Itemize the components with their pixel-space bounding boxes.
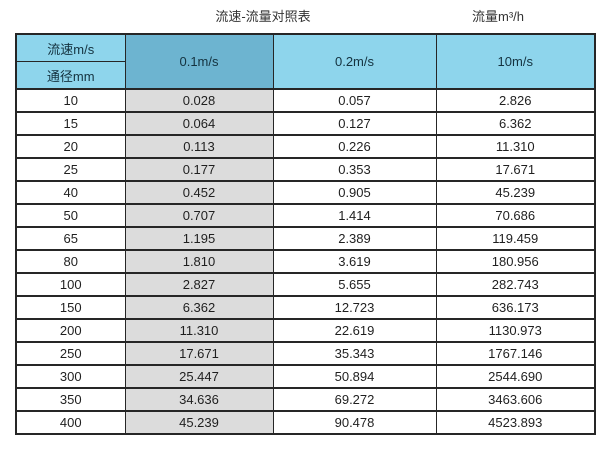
cell-flow-10ms: 70.686: [435, 203, 596, 228]
table-row: 200 11.310 22.619 1130.973: [15, 318, 596, 343]
cell-flow-0-2ms: 0.127: [272, 111, 437, 136]
table-row: 250 17.671 35.343 1767.146: [15, 341, 596, 366]
table-row: 400 45.239 90.478 4523.893: [15, 410, 596, 435]
cell-flow-0-2ms: 12.723: [272, 295, 437, 320]
table-title: 流速-流量对照表: [215, 9, 311, 24]
cell-flow-10ms: 2544.690: [435, 364, 596, 389]
cell-flow-0-2ms: 50.894: [272, 364, 437, 389]
column-header-10ms: 10m/s: [435, 33, 596, 90]
cell-diameter: 400: [15, 410, 126, 435]
cell-flow-0-1ms: 0.707: [124, 203, 274, 228]
cell-diameter: 150: [15, 295, 126, 320]
column-header-0-1ms: 0.1m/s: [124, 33, 274, 90]
cell-diameter: 350: [15, 387, 126, 412]
cell-diameter: 300: [15, 364, 126, 389]
header-row: 流速m/s 通径mm 0.1m/s 0.2m/s 10m/s: [15, 33, 596, 90]
table-row: 10 0.028 0.057 2.826: [15, 88, 596, 113]
cell-flow-0-1ms: 6.362: [124, 295, 274, 320]
cell-diameter: 20: [15, 134, 126, 159]
column-header-0-2ms: 0.2m/s: [272, 33, 437, 90]
cell-diameter: 100: [15, 272, 126, 297]
cell-flow-0-1ms: 0.064: [124, 111, 274, 136]
flow-unit-label: 流量m³/h: [471, 9, 525, 24]
cell-flow-0-2ms: 35.343: [272, 341, 437, 366]
cell-flow-10ms: 119.459: [435, 226, 596, 251]
table-row: 20 0.113 0.226 11.310: [15, 134, 596, 159]
cell-flow-10ms: 2.826: [435, 88, 596, 113]
cell-flow-0-1ms: 0.028: [124, 88, 274, 113]
cell-diameter: 80: [15, 249, 126, 274]
cell-flow-0-2ms: 3.619: [272, 249, 437, 274]
table-row: 100 2.827 5.655 282.743: [15, 272, 596, 297]
cell-diameter: 25: [15, 157, 126, 182]
cell-flow-10ms: 6.362: [435, 111, 596, 136]
cell-flow-10ms: 45.239: [435, 180, 596, 205]
cell-diameter: 10: [15, 88, 126, 113]
table-row: 65 1.195 2.389 119.459: [15, 226, 596, 251]
cell-flow-0-2ms: 0.905: [272, 180, 437, 205]
cell-diameter: 250: [15, 341, 126, 366]
cell-flow-0-1ms: 17.671: [124, 341, 274, 366]
table-row: 80 1.810 3.619 180.956: [15, 249, 596, 274]
cell-flow-0-1ms: 45.239: [124, 410, 274, 435]
cell-flow-10ms: 17.671: [435, 157, 596, 182]
cell-flow-10ms: 3463.606: [435, 387, 596, 412]
cell-flow-0-1ms: 0.452: [124, 180, 274, 205]
cell-diameter: 65: [15, 226, 126, 251]
cell-flow-10ms: 1130.973: [435, 318, 596, 343]
table-row: 350 34.636 69.272 3463.606: [15, 387, 596, 412]
table-row: 50 0.707 1.414 70.686: [15, 203, 596, 228]
table-row: 25 0.177 0.353 17.671: [15, 157, 596, 182]
cell-flow-10ms: 11.310: [435, 134, 596, 159]
cell-diameter: 40: [15, 180, 126, 205]
cell-diameter: 50: [15, 203, 126, 228]
cell-flow-10ms: 1767.146: [435, 341, 596, 366]
cell-flow-0-1ms: 11.310: [124, 318, 274, 343]
cell-flow-0-2ms: 22.619: [272, 318, 437, 343]
cell-flow-0-1ms: 34.636: [124, 387, 274, 412]
table-body: 10 0.028 0.057 2.826 15 0.064 0.127 6.362 20 0.11…: [15, 88, 596, 435]
cell-flow-0-2ms: 2.389: [272, 226, 437, 251]
cell-flow-0-2ms: 1.414: [272, 203, 437, 228]
cell-flow-0-1ms: 25.447: [124, 364, 274, 389]
cell-flow-10ms: 180.956: [435, 249, 596, 274]
corner-velocity-label: 流速m/s: [17, 35, 125, 62]
cell-flow-0-2ms: 69.272: [272, 387, 437, 412]
cell-flow-10ms: 636.173: [435, 295, 596, 320]
cell-flow-0-2ms: 0.057: [272, 88, 437, 113]
cell-flow-0-2ms: 90.478: [272, 410, 437, 435]
cell-flow-0-1ms: 1.195: [124, 226, 274, 251]
cell-flow-0-1ms: 2.827: [124, 272, 274, 297]
cell-flow-0-1ms: 0.113: [124, 134, 274, 159]
table-header: 流速m/s 通径mm 0.1m/s 0.2m/s 10m/s: [15, 33, 596, 90]
table-row: 15 0.064 0.127 6.362: [15, 111, 596, 136]
cell-flow-10ms: 4523.893: [435, 410, 596, 435]
table-row: 150 6.362 12.723 636.173: [15, 295, 596, 320]
cell-diameter: 200: [15, 318, 126, 343]
cell-diameter: 15: [15, 111, 126, 136]
cell-flow-0-2ms: 0.226: [272, 134, 437, 159]
corner-diameter-label: 通径mm: [46, 68, 95, 84]
cell-flow-10ms: 282.743: [435, 272, 596, 297]
table-row: 300 25.447 50.894 2544.690: [15, 364, 596, 389]
corner-header-cell: 流速m/s 通径mm: [15, 33, 126, 90]
cell-flow-0-2ms: 0.353: [272, 157, 437, 182]
cell-flow-0-1ms: 0.177: [124, 157, 274, 182]
cell-flow-0-1ms: 1.810: [124, 249, 274, 274]
cell-flow-0-2ms: 5.655: [272, 272, 437, 297]
table-row: 40 0.452 0.905 45.239: [15, 180, 596, 205]
flow-rate-table: 流速m/s 通径mm 0.1m/s 0.2m/s 10m/s 10 0.028 0.…: [15, 33, 596, 435]
